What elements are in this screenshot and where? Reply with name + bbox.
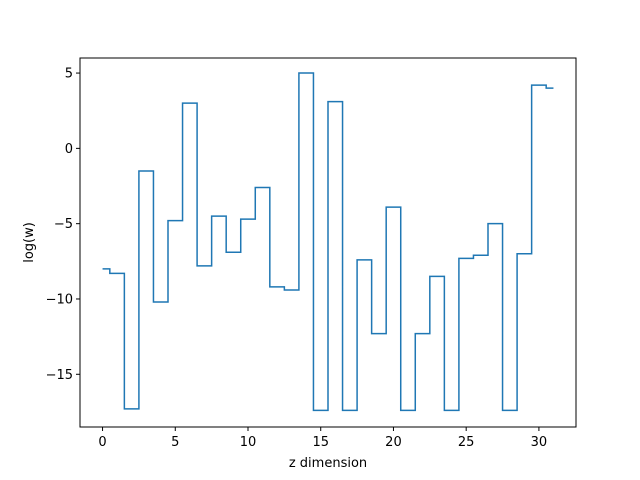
y-axis-label: log(w)	[22, 222, 37, 263]
y-tick-label: −15	[46, 368, 73, 383]
y-tick-label: 0	[65, 142, 73, 157]
y-tick-label: −5	[54, 217, 73, 232]
x-axis: 0 5 10 15 20 25 30	[98, 427, 547, 450]
x-tick-label: 10	[240, 435, 257, 450]
series-line	[102, 72, 554, 412]
y-axis: −15 −10 −5 0 5	[46, 67, 80, 383]
plot-area	[102, 72, 554, 412]
axes-frame	[79, 57, 577, 428]
x-tick-label: 30	[531, 435, 548, 450]
x-tick-label: 5	[171, 435, 179, 450]
x-tick-label: 20	[385, 435, 402, 450]
x-axis-label: z dimension	[289, 456, 367, 471]
x-tick-label: 15	[312, 435, 329, 450]
y-tick-label: −10	[46, 292, 73, 307]
y-tick-label: 5	[65, 67, 73, 82]
x-tick-label: 0	[98, 435, 106, 450]
x-tick-label: 25	[458, 435, 475, 450]
